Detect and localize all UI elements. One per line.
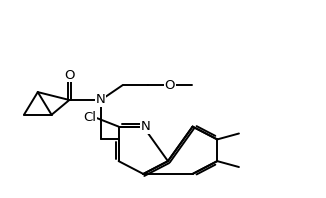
Text: N: N (96, 93, 106, 107)
Text: Cl: Cl (83, 111, 96, 124)
Text: O: O (64, 69, 75, 82)
Text: O: O (165, 79, 175, 92)
Text: N: N (141, 120, 150, 133)
